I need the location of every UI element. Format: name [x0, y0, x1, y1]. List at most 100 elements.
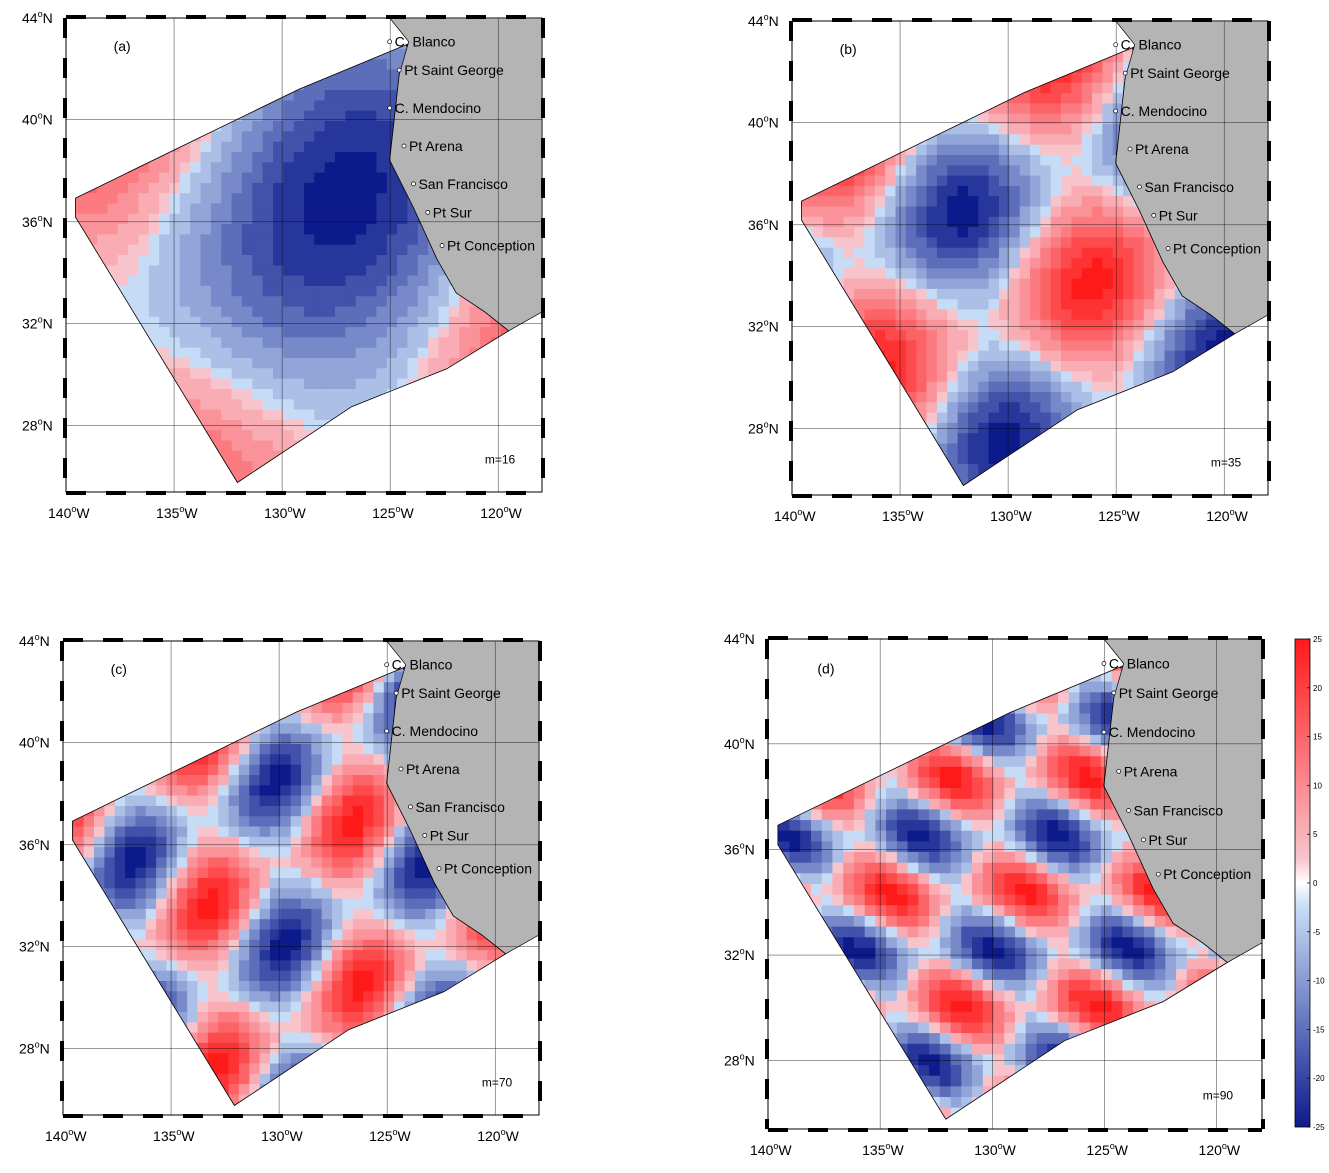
place-marker — [1141, 837, 1146, 843]
colorbar-tick-label: 15 — [1313, 733, 1322, 742]
place-label: Pt Conception — [444, 861, 532, 877]
colorbar-tick-label: 10 — [1313, 781, 1322, 790]
lon-tick-label: 135oW — [862, 1141, 904, 1158]
map-panel-a: 44oN 40oN 36oN 32oN 28oN 140oW 135oW 130oW 125oW… — [22, 9, 545, 521]
lon-tick-label: 130oW — [261, 1127, 303, 1144]
place-marker — [1101, 661, 1107, 666]
place-marker — [425, 209, 431, 215]
place-label: Pt Conception — [1163, 866, 1251, 882]
place-label: Pt Sur — [433, 204, 472, 220]
place-label: Pt Sur — [1148, 832, 1187, 848]
lon-tick-label: 140oW — [48, 504, 90, 521]
colorbar-tick-label: -15 — [1313, 1025, 1325, 1034]
lat-tick-label: 44oN — [748, 12, 779, 29]
colorbar-tick-label: -5 — [1313, 928, 1321, 937]
lat-tick-label: 28oN — [22, 417, 53, 434]
lon-tick-label: 125oW — [369, 1127, 411, 1144]
lon-tick-label: 120oW — [477, 1127, 519, 1144]
mode-label: m=90 — [1203, 1089, 1234, 1103]
place-marker — [422, 832, 428, 838]
place-label: C. Blanco — [395, 34, 456, 50]
place-marker — [384, 728, 390, 734]
lon-tick-label: 135oW — [156, 504, 198, 521]
place-label: Pt Arena — [409, 138, 463, 154]
map-panel-c: 44oN 40oN 36oN 32oN 28oN 140oW 135oW 130oW 125oW… — [19, 632, 542, 1144]
lat-tick-label: 36oN — [724, 841, 755, 858]
place-label: Pt Arena — [1135, 141, 1189, 157]
place-marker — [1122, 70, 1128, 76]
lon-tick-label: 125oW — [372, 504, 414, 521]
place-marker — [1111, 690, 1117, 696]
place-label: C. Blanco — [1109, 656, 1170, 672]
lon-tick-label: 130oW — [264, 504, 306, 521]
place-marker — [384, 662, 390, 668]
place-label: Pt Sur — [1159, 207, 1198, 223]
place-marker — [1127, 146, 1133, 152]
place-label: San Francisco — [1144, 179, 1234, 195]
lat-tick-label: 44oN — [22, 9, 53, 26]
lat-tick-label: 28oN — [748, 420, 779, 437]
place-marker — [1165, 246, 1171, 251]
place-marker — [408, 804, 413, 810]
mode-label: m=16 — [485, 453, 516, 467]
lat-tick-label: 36oN — [19, 836, 50, 853]
place-label: C. Blanco — [1121, 37, 1182, 53]
colorbar-tick-label: 20 — [1313, 684, 1322, 693]
place-marker — [387, 105, 393, 111]
mode-label: m=35 — [1211, 456, 1242, 470]
lat-tick-label: 44oN — [19, 632, 50, 649]
place-marker — [1137, 184, 1142, 190]
lon-tick-label: 120oW — [480, 504, 522, 521]
colorbar-tick-label: -20 — [1313, 1074, 1325, 1083]
lon-tick-label: 140oW — [774, 507, 816, 524]
place-marker — [1113, 108, 1119, 114]
place-label: San Francisco — [418, 176, 508, 192]
lon-tick-label: 140oW — [45, 1127, 87, 1144]
lat-tick-label: 32oN — [19, 938, 50, 955]
place-marker — [387, 39, 393, 45]
panel-tag: (d) — [817, 660, 834, 676]
place-marker — [411, 181, 416, 187]
place-marker — [393, 690, 399, 696]
lat-tick-label: 44oN — [724, 630, 755, 647]
colorbar-tick-label: 5 — [1313, 830, 1318, 839]
lon-tick-label: 120oW — [1206, 507, 1248, 524]
colorbar-tick-label: 0 — [1313, 879, 1318, 888]
lon-tick-label: 135oW — [882, 507, 924, 524]
place-label: San Francisco — [415, 799, 505, 815]
colorbar-tick-label: 25 — [1313, 635, 1322, 644]
place-label: San Francisco — [1134, 803, 1224, 819]
place-marker — [396, 67, 402, 73]
place-marker — [1113, 42, 1119, 48]
place-label: C. Mendocino — [1121, 103, 1208, 119]
lat-tick-label: 28oN — [724, 1051, 755, 1068]
place-marker — [1116, 768, 1122, 774]
lon-tick-label: 130oW — [974, 1141, 1016, 1158]
place-label: Pt Saint George — [404, 62, 504, 78]
colorbar: 25 20 15 10 5 0 -5 -10 -15 -20 -25 — [1294, 635, 1325, 1132]
lat-tick-label: 40oN — [22, 110, 53, 127]
map-panel-d: 44oN 40oN 36oN 32oN 28oN 140oW 135oW 130oW 125oW… — [724, 630, 1265, 1158]
place-label: C. Blanco — [392, 657, 453, 673]
place-marker — [1151, 212, 1157, 218]
panel-tag: (a) — [114, 38, 131, 54]
lon-tick-label: 130oW — [990, 507, 1032, 524]
panel-tag: (c) — [111, 661, 127, 677]
place-label: C. Mendocino — [1109, 724, 1196, 740]
lon-tick-label: 140oW — [750, 1141, 792, 1158]
place-marker — [398, 766, 404, 772]
place-marker — [436, 866, 442, 871]
lon-tick-label: 125oW — [1086, 1141, 1128, 1158]
place-label: Pt Conception — [1173, 241, 1261, 257]
place-label: Pt Saint George — [1119, 685, 1219, 701]
place-label: Pt Sur — [430, 827, 469, 843]
map-panel-b: 44oN 40oN 36oN 32oN 28oN 140oW 135oW 130oW 125oW… — [748, 12, 1271, 524]
place-label: C. Mendocino — [395, 100, 482, 116]
lat-tick-label: 28oN — [19, 1040, 50, 1057]
colorbar-tick-label: -25 — [1313, 1123, 1325, 1132]
place-label: Pt Arena — [406, 761, 460, 777]
lat-tick-label: 32oN — [724, 946, 755, 963]
place-label: Pt Arena — [1124, 763, 1178, 779]
place-label: Pt Conception — [447, 238, 535, 254]
